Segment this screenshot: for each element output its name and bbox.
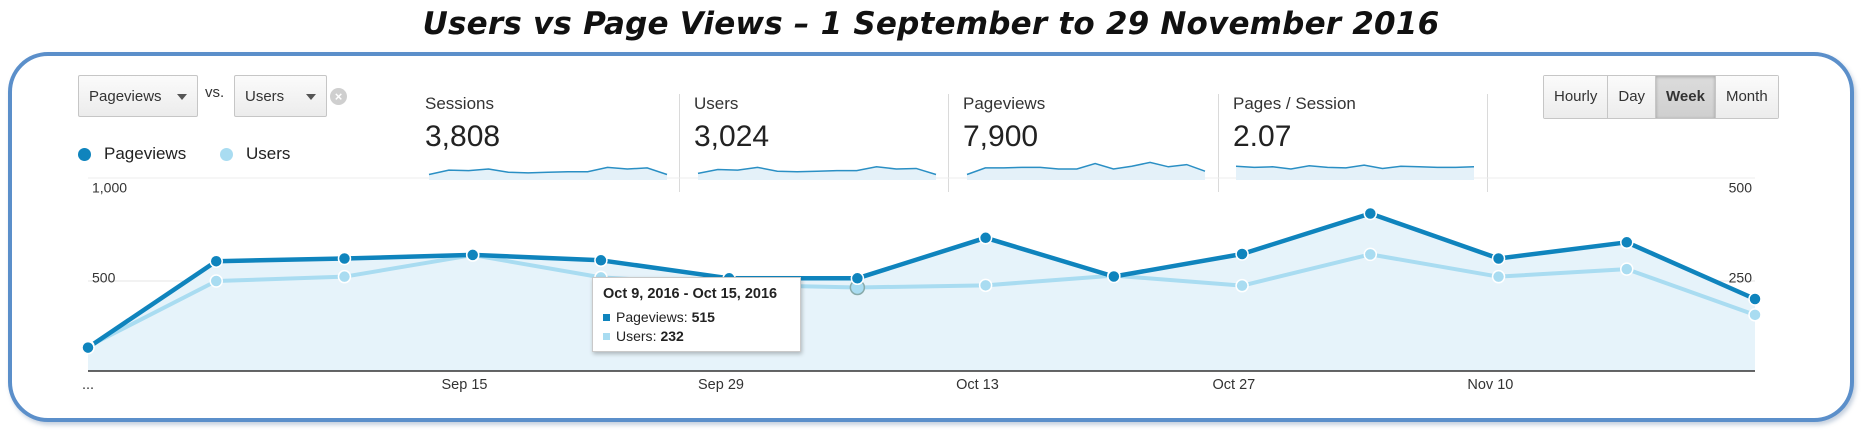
sparkline bbox=[966, 161, 1206, 176]
users-label: Users bbox=[694, 94, 739, 113]
metric-divider bbox=[948, 94, 949, 192]
pageviews-point bbox=[1620, 235, 1634, 250]
users-point bbox=[1620, 262, 1634, 276]
metric-divider bbox=[1218, 94, 1219, 192]
users-point bbox=[1363, 247, 1378, 262]
sparkline bbox=[697, 166, 937, 176]
tooltip-row-pageviews: Pageviews: 515 bbox=[603, 309, 790, 325]
tooltip-pageviews-name: Pageviews bbox=[616, 309, 684, 325]
pageviews-point bbox=[465, 248, 480, 262]
y-right-tick-label: 250 bbox=[1729, 270, 1753, 286]
secondary-metric-label: Users bbox=[245, 87, 285, 105]
x-tick-label: Sep 29 bbox=[698, 377, 744, 393]
sparkline-area bbox=[967, 162, 1205, 180]
chart-tooltip: Oct 9, 2016 - Oct 15, 2016 Pageviews: 51… bbox=[592, 277, 801, 352]
users-value: 3,024 bbox=[694, 120, 770, 153]
legend-pageviews[interactable]: Pageviews bbox=[78, 144, 186, 164]
tooltip-title: Oct 9, 2016 - Oct 15, 2016 bbox=[603, 286, 778, 302]
users-point bbox=[1748, 308, 1762, 322]
secondary-metric-dropdown[interactable]: Users bbox=[234, 75, 327, 117]
y-left-tick-label: 1,000 bbox=[92, 180, 127, 196]
tooltip-users-name: Users bbox=[616, 328, 653, 344]
pageviews-point bbox=[1363, 206, 1378, 221]
pageviews-point bbox=[209, 254, 223, 268]
pageviews-point bbox=[1107, 269, 1121, 284]
pageviews-point bbox=[850, 271, 865, 286]
users-point bbox=[209, 274, 223, 288]
x-tick-label: Oct 13 bbox=[956, 377, 999, 393]
pages-per-session-label: Pages / Session bbox=[1233, 94, 1356, 113]
pageviews-area bbox=[88, 213, 1755, 371]
y-right-tick-label: 500 bbox=[1729, 180, 1753, 196]
users-swatch-icon bbox=[603, 332, 610, 340]
users-point bbox=[1235, 278, 1249, 293]
pageviews-point bbox=[337, 251, 352, 266]
page-title: Users vs Page Views – 1 September to 29 … bbox=[422, 6, 1440, 42]
vs-label: vs. bbox=[205, 84, 225, 101]
sessions-value: 3,808 bbox=[425, 120, 501, 153]
sparkline-area bbox=[429, 167, 667, 180]
legend-users[interactable]: Users bbox=[220, 144, 290, 164]
x-tick-label: ... bbox=[82, 377, 94, 393]
sparkline bbox=[428, 166, 668, 176]
x-tick-label: Nov 10 bbox=[1467, 377, 1513, 393]
users-point bbox=[1491, 269, 1506, 284]
pageviews-point bbox=[1748, 292, 1762, 306]
pageviews-legend-dot bbox=[78, 147, 91, 161]
metric-divider bbox=[1487, 94, 1488, 192]
x-tick-label: Sep 15 bbox=[442, 377, 488, 393]
users-legend-dot bbox=[220, 147, 233, 161]
y-left-tick-label: 500 bbox=[92, 270, 116, 286]
legend-users-label: Users bbox=[246, 144, 291, 163]
pages-per-session-value: 2.07 bbox=[1233, 120, 1292, 153]
users-point bbox=[337, 269, 352, 284]
pageviews-point bbox=[81, 340, 95, 355]
remove-comparison-icon[interactable]: × bbox=[330, 88, 347, 105]
primary-metric-label: Pageviews bbox=[89, 87, 162, 105]
pageviews-point bbox=[594, 253, 608, 268]
pageviews-point bbox=[1491, 251, 1506, 266]
x-tick-label: Oct 27 bbox=[1213, 377, 1256, 393]
users-series-line bbox=[87, 252, 1756, 349]
chevron-down-icon bbox=[177, 94, 187, 100]
sparkline-area bbox=[698, 166, 936, 180]
pageviews-point bbox=[1235, 247, 1249, 261]
granularity-toggle: Hourly Day Week Month bbox=[1543, 75, 1779, 119]
tooltip-users-value: 232 bbox=[660, 328, 684, 344]
pageviews-swatch-icon bbox=[603, 313, 610, 321]
sparkline bbox=[1235, 164, 1475, 170]
pageviews-series-line bbox=[86, 211, 1756, 350]
pageviews-value: 7,900 bbox=[963, 120, 1039, 153]
legend-pageviews-label: Pageviews bbox=[104, 144, 187, 163]
pageviews-point bbox=[978, 231, 993, 245]
users-point bbox=[978, 278, 993, 293]
chevron-down-icon bbox=[306, 94, 316, 100]
metric-divider bbox=[679, 94, 680, 192]
day-button[interactable]: Day bbox=[1608, 76, 1657, 118]
sessions-label: Sessions bbox=[425, 94, 494, 113]
hourly-button[interactable]: Hourly bbox=[1544, 76, 1609, 118]
pageviews-label: Pageviews bbox=[963, 94, 1046, 113]
month-button[interactable]: Month bbox=[1715, 76, 1778, 118]
tooltip-row-users: Users: 232 bbox=[603, 328, 790, 344]
week-button[interactable]: Week bbox=[1656, 76, 1716, 118]
tooltip-pageviews-value: 515 bbox=[691, 309, 715, 325]
primary-metric-dropdown[interactable]: Pageviews bbox=[78, 75, 198, 117]
